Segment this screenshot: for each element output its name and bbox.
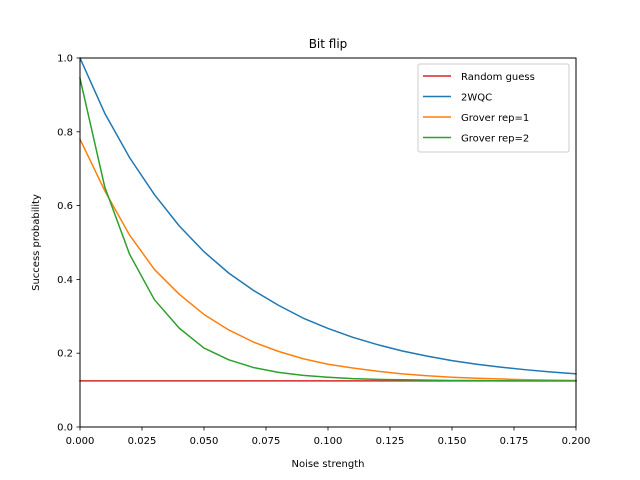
x-tick-label: 0.175 [500, 436, 529, 447]
x-tick-label: 0.075 [252, 436, 281, 447]
x-tick-label: 0.150 [438, 436, 467, 447]
series-line-grover-rep-2 [79, 77, 577, 382]
legend-label-grover-rep-2: Grover rep=2 [461, 134, 529, 145]
y-tick-label: 0.2 [57, 349, 73, 360]
x-axis-label: Noise strength [291, 459, 364, 470]
legend-label-2wqc: 2WQC [461, 93, 492, 104]
y-tick-label: 1.0 [57, 54, 73, 65]
x-tick-label: 0.200 [562, 436, 591, 447]
y-axis-ticks: 0.0 0.2 0.4 0.6 0.8 1.0 [57, 54, 80, 434]
legend-label-grover-rep-1: Grover rep=1 [461, 113, 529, 124]
legend-box [417, 63, 570, 153]
x-tick-label: 0.000 [66, 436, 95, 447]
y-tick-label: 0.6 [57, 201, 73, 212]
x-tick-label: 0.050 [190, 436, 219, 447]
y-tick-label: 0.4 [57, 275, 73, 286]
chart-title: Bit flip [309, 37, 348, 51]
y-tick-label: 0.8 [57, 127, 73, 138]
y-tick-label: 0.0 [57, 423, 73, 434]
y-axis-label: Success probability [31, 194, 42, 291]
series-layer [78, 57, 577, 382]
x-tick-label: 0.125 [376, 436, 405, 447]
x-axis-ticks: 0.000 0.025 0.050 0.075 0.100 0.125 0.150 0.175… [66, 427, 591, 447]
x-tick-label: 0.100 [314, 436, 343, 447]
legend-label-random-guess: Random guess [461, 72, 535, 83]
legend: Random guess 2WQC Grover rep=1 Grover rep=2 [417, 63, 570, 153]
series-line-2wqc [79, 57, 577, 375]
series-line-grover-rep-1 [78, 138, 577, 382]
x-tick-label: 0.025 [128, 436, 157, 447]
